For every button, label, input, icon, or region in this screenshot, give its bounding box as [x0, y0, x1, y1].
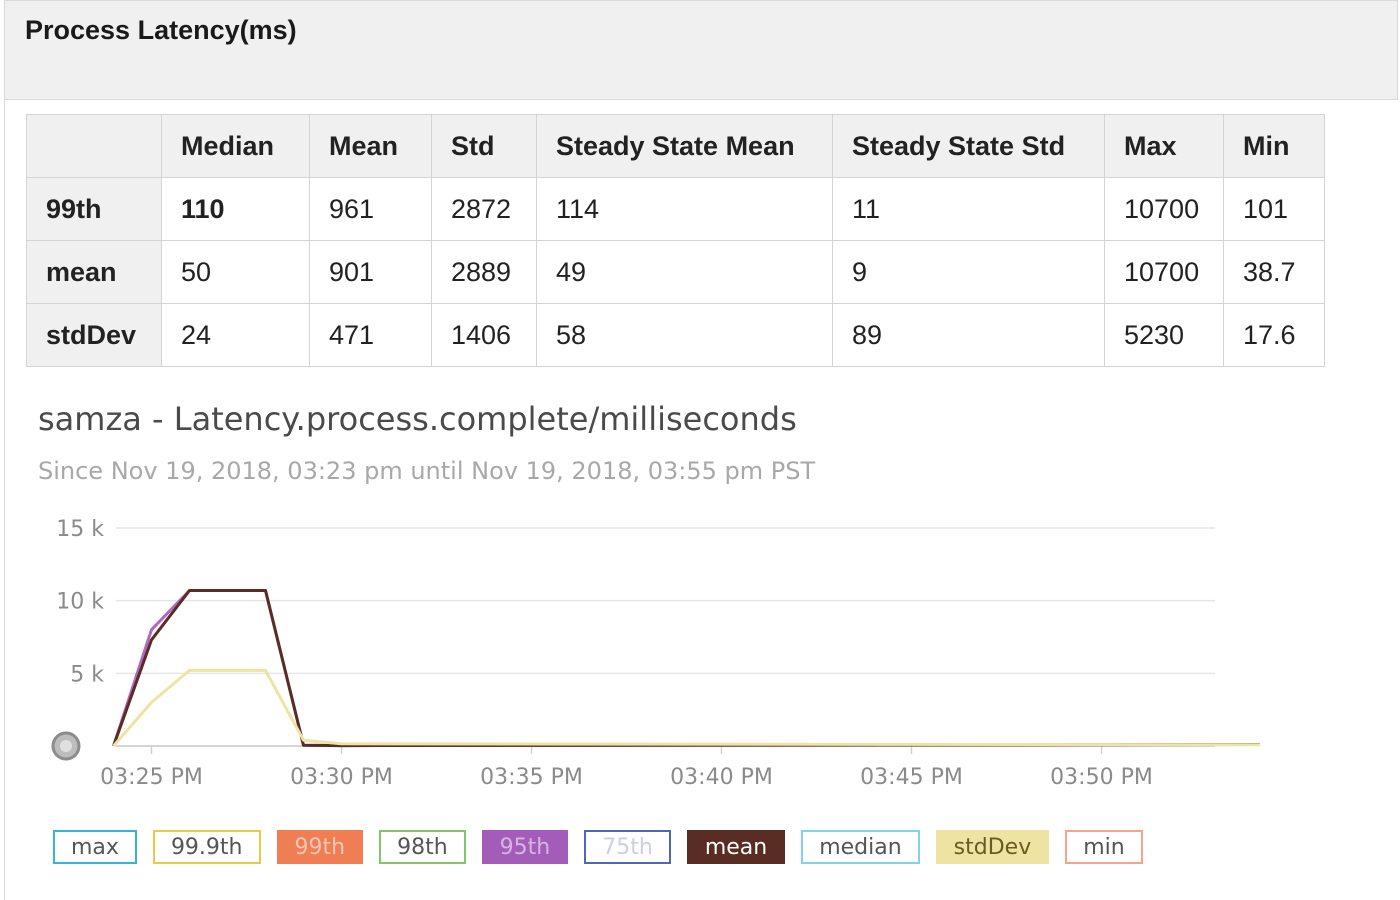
chart-title: samza - Latency.process.complete/millise… — [38, 400, 797, 438]
x-tick-label: 03:35 PM — [480, 765, 583, 790]
latency-line-chart: 5 k 10 k 15 k 03:25 PM 03:30 PM 03:35 PM 03:40… — [51, 517, 1260, 790]
row-label: mean — [26, 240, 162, 304]
x-tick-label: 03:30 PM — [290, 765, 393, 790]
panel-title: Process Latency(ms) — [25, 15, 297, 45]
table-cell: 24 — [161, 303, 310, 367]
table-cell: 89 — [832, 303, 1105, 367]
legend-item-max[interactable]: max — [53, 830, 137, 864]
table-cell: 1406 — [431, 303, 537, 367]
legend-item-mean[interactable]: mean — [686, 830, 786, 864]
column-header-steady-state-mean: Steady State Mean — [536, 114, 833, 178]
row-label: stdDev — [26, 303, 162, 367]
legend-item-min[interactable]: min — [1065, 830, 1143, 864]
y-tick-label: 10 k — [56, 590, 104, 615]
table-cell: 114 — [536, 177, 833, 241]
x-tick-label: 03:45 PM — [860, 765, 963, 790]
x-tick-label: 03:40 PM — [670, 765, 773, 790]
column-header-median: Median — [161, 114, 310, 178]
chart-subtitle: Since Nov 19, 2018, 03:23 pm until Nov 1… — [38, 457, 816, 485]
table-cell: 9 — [832, 240, 1105, 304]
table-row: stdDev 24 471 1406 58 89 5230 17.6 — [26, 303, 1325, 367]
legend-item-99-9th[interactable]: 99.9th — [152, 830, 261, 864]
latency-stats-table: Median Mean Std Steady State Mean Steady… — [26, 114, 1325, 367]
table-cell: 110 — [161, 177, 310, 241]
table-cell: 38.7 — [1223, 240, 1325, 304]
table-cell: 49 — [536, 240, 833, 304]
table-cell: 50 — [161, 240, 310, 304]
corner-cell — [26, 114, 162, 178]
y-tick-label: 15 k — [56, 517, 104, 542]
series-line-stddev — [112, 668, 1260, 747]
legend-item-95th[interactable]: 95th — [481, 830, 569, 864]
range-handle-inner — [60, 740, 72, 752]
table-cell: 11 — [832, 177, 1105, 241]
x-tick-label: 03:50 PM — [1050, 765, 1153, 790]
table-cell: 471 — [309, 303, 432, 367]
panel-left-border — [4, 100, 5, 900]
series-line-mean — [112, 589, 1260, 748]
panel-header: Process Latency(ms) — [4, 0, 1398, 100]
legend-item-98th[interactable]: 98th — [379, 830, 466, 864]
table-cell: 961 — [309, 177, 432, 241]
legend-item-median[interactable]: median — [801, 830, 920, 864]
table-cell: 10700 — [1104, 177, 1224, 241]
column-header-min: Min — [1223, 114, 1325, 178]
table-cell: 901 — [309, 240, 432, 304]
y-tick-label: 5 k — [70, 662, 104, 687]
column-header-steady-state-std: Steady State Std — [832, 114, 1105, 178]
table-row: 99th 110 961 2872 114 11 10700 101 — [26, 177, 1325, 241]
table-header-row: Median Mean Std Steady State Mean Steady… — [26, 114, 1325, 178]
table-cell: 5230 — [1104, 303, 1224, 367]
x-tick-label: 03:25 PM — [100, 765, 203, 790]
legend-item-99th[interactable]: 99th — [276, 830, 364, 864]
table-row: mean 50 901 2889 49 9 10700 38.7 — [26, 240, 1325, 304]
column-header-mean: Mean — [309, 114, 432, 178]
table-cell: 58 — [536, 303, 833, 367]
table-cell: 17.6 — [1223, 303, 1325, 367]
column-header-max: Max — [1104, 114, 1224, 178]
table-cell: 2872 — [431, 177, 537, 241]
row-label: 99th — [26, 177, 162, 241]
legend-item-stddev[interactable]: stdDev — [935, 830, 1050, 864]
column-header-std: Std — [431, 114, 537, 178]
table-cell: 10700 — [1104, 240, 1224, 304]
chart-legend: max 99.9th 99th 98th 95th 75th mean median stdDe… — [53, 830, 1143, 864]
table-cell: 2889 — [431, 240, 537, 304]
legend-item-75th[interactable]: 75th — [584, 830, 671, 864]
table-cell: 101 — [1223, 177, 1325, 241]
